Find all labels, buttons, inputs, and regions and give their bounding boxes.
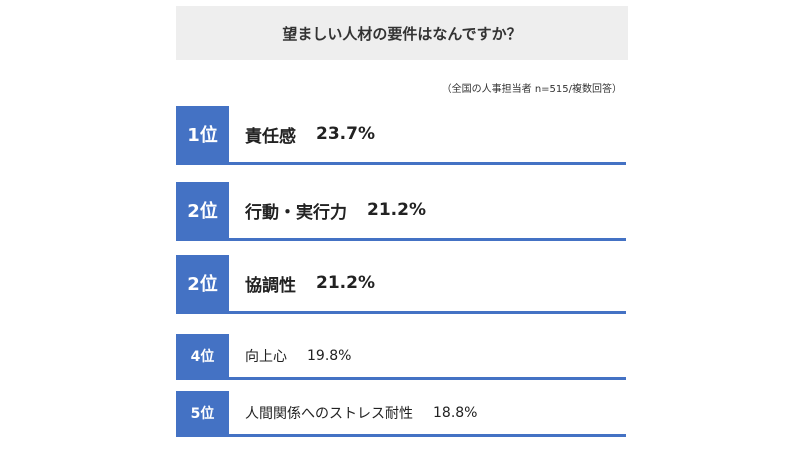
item-value: 18.8% (433, 404, 478, 421)
item-label: 向上心 (245, 348, 287, 365)
item-label: 人間関係へのストレス耐性 (245, 405, 413, 422)
ranking-label: 人間関係へのストレス耐性 18.8% (229, 391, 477, 434)
item-label: 協調性 (245, 275, 296, 296)
ranking-label: 責任感 23.7% (229, 106, 375, 162)
rank-badge: 5位 (176, 391, 229, 434)
sample-note: （全国の人事担当者 n=515/複数回答） (441, 84, 622, 95)
item-label: 行動・実行力 (245, 202, 347, 223)
ranking-row-1: 1位 責任感 23.7% (176, 106, 626, 165)
ranking-label: 行動・実行力 21.2% (229, 182, 426, 238)
ranking-row-5: 5位 人間関係へのストレス耐性 18.8% (176, 391, 626, 437)
rank-badge: 2位 (176, 255, 229, 311)
item-value: 21.2% (367, 200, 426, 220)
ranking-row-2: 2位 行動・実行力 21.2% (176, 182, 626, 241)
item-value: 23.7% (316, 124, 375, 144)
item-label: 責任感 (245, 126, 296, 147)
chart-title: 望ましい人材の要件はなんですか？ (176, 6, 628, 60)
item-value: 19.8% (307, 347, 352, 364)
rank-badge: 1位 (176, 106, 229, 162)
rank-badge: 2位 (176, 182, 229, 238)
item-value: 21.2% (316, 273, 375, 293)
ranking-label: 協調性 21.2% (229, 255, 375, 311)
ranking-label: 向上心 19.8% (229, 334, 351, 377)
rank-badge: 4位 (176, 334, 229, 377)
ranking-row-3: 2位 協調性 21.2% (176, 255, 626, 314)
ranking-row-4: 4位 向上心 19.8% (176, 334, 626, 380)
